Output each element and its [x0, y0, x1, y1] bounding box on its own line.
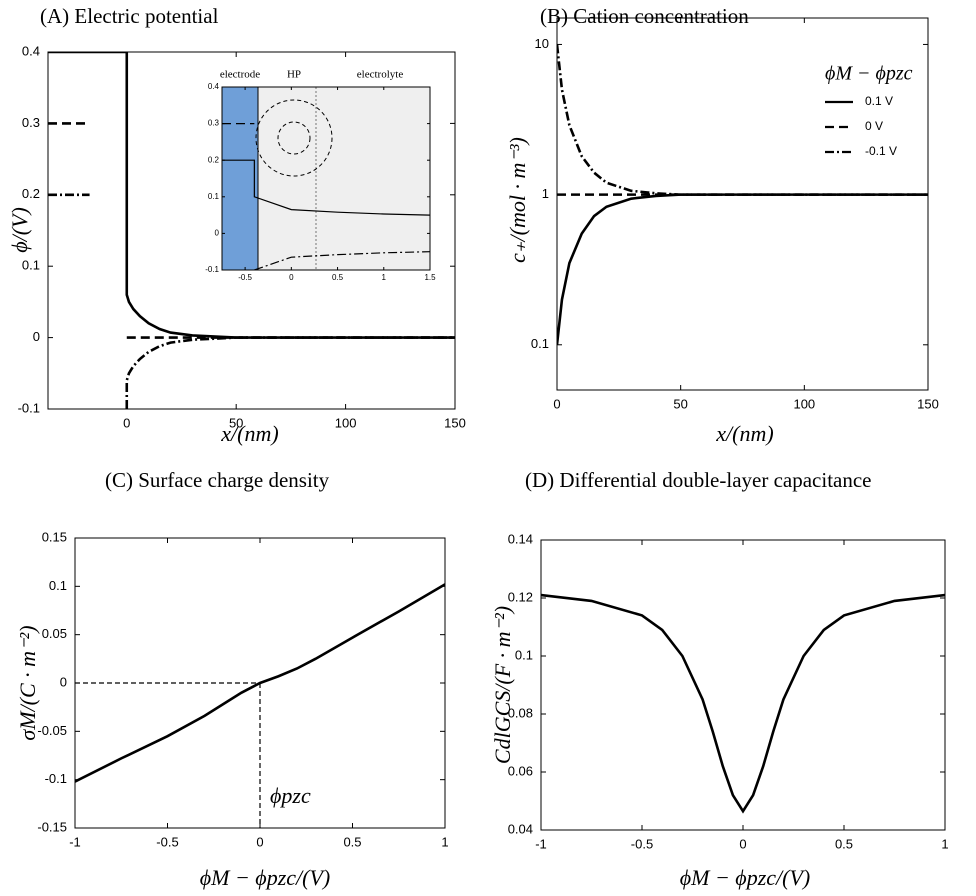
y-axis-label: ϕ/(V)	[7, 207, 32, 253]
x-tick-label: 100	[335, 415, 357, 430]
x-axis-label: ϕM − ϕpzc/(V)	[200, 865, 330, 890]
x-axis-label: x/(nm)	[715, 421, 773, 446]
y-tick-label: 0	[215, 229, 220, 238]
y-tick-label: -0.15	[37, 819, 67, 834]
x-tick-label: 100	[793, 396, 815, 411]
y-tick-label: 0.08	[508, 705, 533, 720]
x-tick-label: 50	[229, 415, 243, 430]
y-tick-label: 1	[542, 186, 549, 201]
series-line	[557, 44, 928, 196]
y-axis-label: CdlGCS/(F · m⁻²)	[490, 606, 515, 764]
panel: -1 -0.5 0 0.5 1 0.04 0.06 0.08 0.1 0.12 0.14 (D) Di…	[490, 468, 949, 890]
panel: -1 -0.5 0 0.5 1 -0.15 -0.1 -0.05 0 0.05 0.1 0.15 ϕpz…	[15, 468, 449, 890]
y-tick-label: 0	[60, 674, 67, 689]
x-tick-label: 150	[444, 415, 466, 430]
x-tick-label: -0.5	[631, 836, 653, 851]
x-tick-label: -1	[69, 834, 81, 849]
y-tick-label: 0.4	[22, 43, 40, 58]
y-tick-label: 0.3	[22, 115, 40, 130]
x-tick-label: -0.5	[156, 834, 178, 849]
y-tick-label: 0.05	[42, 626, 67, 641]
y-tick-label: 0.1	[515, 647, 533, 662]
annotation: ϕpzc	[270, 783, 311, 808]
hp-circle-inner	[277, 121, 311, 155]
legend-label: 0.1 V	[865, 94, 893, 108]
y-tick-label: 0.1	[531, 336, 549, 351]
frame	[556, 17, 929, 391]
y-tick-label: 0.12	[508, 589, 533, 604]
series-line	[222, 159, 430, 216]
x-tick-label: -1	[535, 836, 547, 851]
inset: electrode HP electrolyte -0.5 0 0.5 1 1.5 -0.1 0 0…	[205, 69, 436, 283]
panel-title: (D) Differential double-layer capacitanc…	[525, 468, 872, 492]
y-tick-label: 0.1	[49, 578, 67, 593]
x-tick-label: 0	[553, 396, 560, 411]
y-axis-label: σM/(C · m⁻²)	[15, 625, 40, 740]
panel-title: (B) Cation concentration	[540, 4, 749, 28]
y-tick-label: 10	[535, 36, 549, 51]
legend-label: -0.1 V	[865, 144, 897, 158]
electrode-region	[222, 87, 258, 270]
region-label: electrolyte	[357, 69, 404, 81]
y-tick-label: 0.14	[508, 531, 533, 546]
x-tick-label: 1	[382, 273, 387, 282]
frame	[540, 539, 946, 831]
y-tick-label: -0.1	[45, 771, 67, 786]
frame	[221, 86, 431, 271]
region-label: electrode	[220, 69, 260, 81]
x-tick-label: 0.5	[835, 836, 853, 851]
x-tick-label: -0.5	[238, 273, 252, 282]
y-axis-label: c₊/(mol · m⁻³)	[505, 137, 530, 263]
legend-title: ϕM − ϕpzc	[825, 63, 913, 85]
y-tick-label: 0.04	[508, 821, 533, 836]
series-line	[254, 251, 430, 270]
x-tick-label: 1	[941, 836, 948, 851]
series-line	[75, 583, 445, 783]
x-tick-label: 0	[739, 836, 746, 851]
y-tick-label: 0.2	[22, 186, 40, 201]
y-tick-label: 0.3	[208, 119, 220, 128]
x-axis-label: ϕM − ϕpzc/(V)	[680, 865, 810, 890]
y-tick-label: 0	[33, 329, 40, 344]
region-label: HP	[287, 69, 301, 81]
series-line	[48, 193, 455, 409]
x-tick-label: 0	[256, 834, 263, 849]
y-tick-label: 0.4	[208, 82, 220, 91]
x-axis-label: x/(nm)	[220, 421, 278, 446]
x-tick-label: 1.5	[424, 273, 436, 282]
x-tick-label: 0	[123, 415, 130, 430]
y-tick-label: 0.2	[208, 155, 220, 164]
y-tick-label: 0.1	[22, 258, 40, 273]
series-line	[541, 593, 945, 814]
legend-label: 0 V	[865, 119, 883, 133]
y-tick-label: 0.1	[208, 192, 220, 201]
x-tick-label: 150	[917, 396, 939, 411]
y-tick-label: 0.06	[508, 763, 533, 778]
panel: 0 50 100 150 0.1 1 10 (B) Cation concentration x…	[505, 4, 939, 446]
x-tick-label: 0.5	[332, 273, 344, 282]
y-tick-label: -0.05	[37, 723, 67, 738]
frame	[47, 51, 456, 410]
series-line	[557, 193, 928, 345]
y-tick-label: -0.1	[18, 400, 40, 415]
y-tick-label: -0.1	[205, 265, 219, 274]
series-line	[48, 52, 455, 339]
plot-area	[541, 540, 945, 830]
hp-circle-outer	[255, 99, 333, 177]
y-tick-label: 0.15	[42, 529, 67, 544]
frame	[74, 537, 446, 829]
panel-title: (A) Electric potential	[40, 4, 219, 28]
x-tick-label: 0.5	[343, 834, 361, 849]
x-tick-label: 1	[441, 834, 448, 849]
x-tick-label: 0	[289, 273, 294, 282]
panel-title: (C) Surface charge density	[105, 468, 330, 492]
x-tick-label: 50	[673, 396, 687, 411]
